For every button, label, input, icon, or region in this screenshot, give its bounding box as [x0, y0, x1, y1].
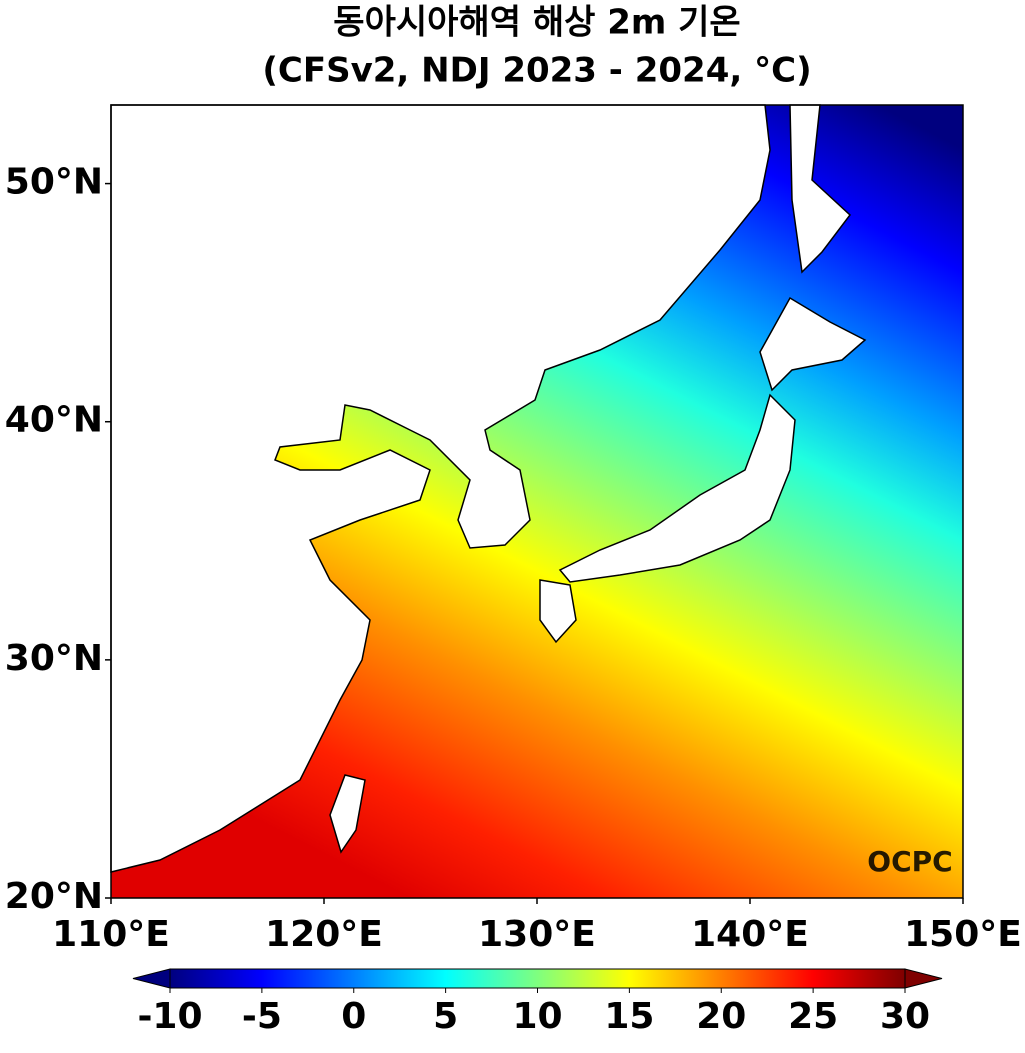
- x-tick-label: 110°E: [52, 914, 170, 955]
- watermark: OCPC: [867, 845, 952, 878]
- y-tick-label: 30°N: [5, 638, 103, 679]
- chart-subtitle: (CFSv2, NDJ 2023 - 2024, °C): [262, 51, 811, 91]
- y-tick-label: 20°N: [5, 876, 103, 917]
- map: OCPC: [110, 104, 964, 899]
- colorbar-tick-label: 0: [341, 996, 366, 1037]
- x-tick-label: 130°E: [478, 914, 596, 955]
- colorbar-bar: [169, 968, 906, 989]
- colorbar-tick-label: 5: [433, 996, 458, 1037]
- colorbar: -10 -5 0 5 10 15 20 25 30: [132, 968, 943, 1037]
- x-tick-label: 140°E: [691, 914, 809, 955]
- x-tick-label: 120°E: [265, 914, 383, 955]
- colorbar-extend-high: [904, 968, 943, 989]
- colorbar-tick-label: 15: [604, 996, 654, 1037]
- colorbar-extend-low: [132, 968, 171, 989]
- land: [110, 104, 867, 873]
- colorbar-tick-label: 20: [696, 996, 746, 1037]
- colorbar-tick-label: -10: [137, 996, 202, 1037]
- colorbar-tick-label: 30: [880, 996, 930, 1037]
- y-tick-label: 40°N: [5, 400, 103, 441]
- chart-title: 동아시아해역 해상 2m 기온: [333, 3, 740, 43]
- x-tick-label: 150°E: [904, 914, 1022, 955]
- colorbar-tick-label: 25: [788, 996, 838, 1037]
- colorbar-tick-label: -5: [242, 996, 282, 1037]
- y-tick-label: 50°N: [5, 162, 103, 203]
- colorbar-tick-label: 10: [512, 996, 562, 1037]
